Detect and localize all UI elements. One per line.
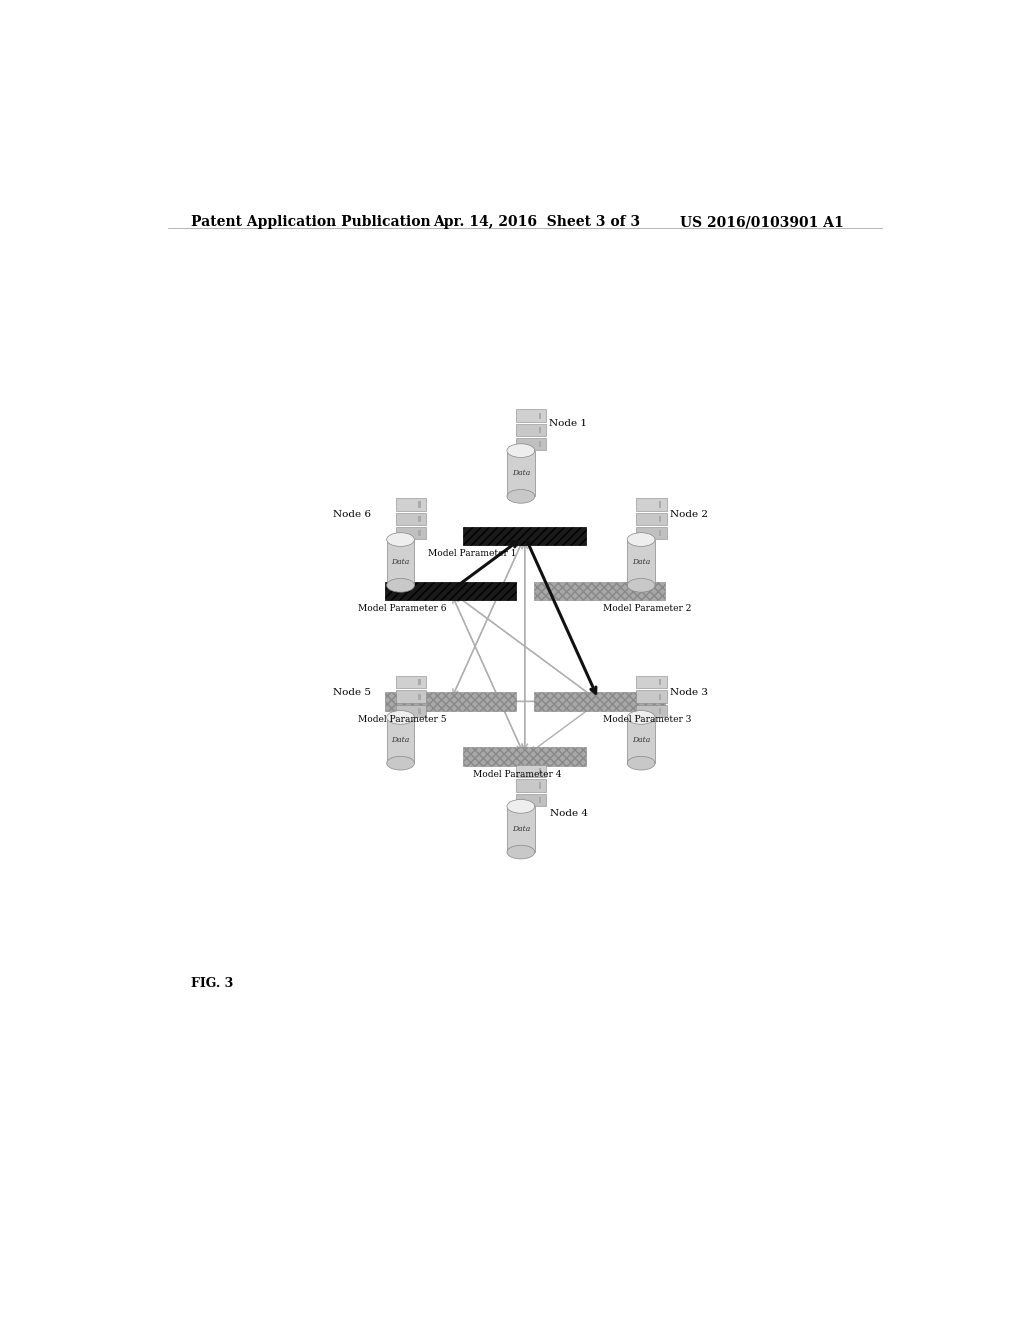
Bar bbox=[534, 692, 665, 710]
Ellipse shape bbox=[628, 533, 655, 546]
Ellipse shape bbox=[507, 490, 535, 503]
Bar bbox=[539, 768, 541, 775]
Bar bbox=[539, 441, 541, 447]
Bar bbox=[659, 529, 662, 536]
Text: Data: Data bbox=[632, 558, 650, 566]
Bar bbox=[539, 413, 541, 418]
Text: Node 5: Node 5 bbox=[333, 688, 371, 697]
Bar bbox=[636, 527, 667, 539]
Text: Node 3: Node 3 bbox=[671, 688, 709, 697]
Bar bbox=[636, 499, 667, 511]
Bar bbox=[539, 797, 541, 803]
Bar bbox=[659, 502, 662, 507]
Bar bbox=[385, 582, 516, 601]
Text: FIG. 3: FIG. 3 bbox=[191, 977, 233, 990]
Text: Model Parameter 3: Model Parameter 3 bbox=[603, 714, 692, 723]
Text: Data: Data bbox=[391, 558, 410, 566]
Text: Patent Application Publication: Patent Application Publication bbox=[191, 215, 431, 230]
Text: Model Parameter 5: Model Parameter 5 bbox=[357, 714, 446, 723]
Ellipse shape bbox=[387, 578, 415, 593]
Bar bbox=[387, 540, 415, 585]
Bar bbox=[507, 450, 535, 496]
Bar bbox=[419, 680, 421, 685]
Text: Node 1: Node 1 bbox=[549, 418, 587, 428]
Bar bbox=[516, 424, 546, 436]
Bar bbox=[419, 502, 421, 507]
Bar bbox=[396, 499, 426, 511]
Bar bbox=[396, 512, 426, 525]
Bar bbox=[628, 718, 655, 763]
Bar bbox=[396, 527, 426, 539]
Text: Node 6: Node 6 bbox=[333, 510, 371, 519]
Bar bbox=[516, 766, 546, 777]
Bar bbox=[396, 705, 426, 717]
Ellipse shape bbox=[387, 710, 415, 725]
Text: Data: Data bbox=[512, 470, 530, 478]
Bar bbox=[659, 708, 662, 714]
Text: Apr. 14, 2016  Sheet 3 of 3: Apr. 14, 2016 Sheet 3 of 3 bbox=[433, 215, 641, 230]
Text: Model Parameter 1: Model Parameter 1 bbox=[428, 549, 517, 558]
Bar bbox=[463, 747, 587, 766]
Bar bbox=[516, 409, 546, 421]
Ellipse shape bbox=[507, 845, 535, 859]
Bar bbox=[396, 690, 426, 702]
Ellipse shape bbox=[628, 578, 655, 593]
Bar bbox=[539, 783, 541, 788]
Bar bbox=[419, 516, 421, 521]
Bar bbox=[419, 529, 421, 536]
Bar bbox=[419, 693, 421, 700]
Bar bbox=[516, 438, 546, 450]
Bar bbox=[419, 708, 421, 714]
Ellipse shape bbox=[387, 756, 415, 770]
Text: Data: Data bbox=[632, 737, 650, 744]
Bar bbox=[636, 676, 667, 689]
Ellipse shape bbox=[387, 533, 415, 546]
Text: Model Parameter 4: Model Parameter 4 bbox=[473, 770, 561, 779]
Bar bbox=[463, 527, 587, 545]
Bar bbox=[636, 705, 667, 717]
Bar bbox=[539, 426, 541, 433]
Bar bbox=[636, 690, 667, 702]
Bar bbox=[516, 793, 546, 805]
Ellipse shape bbox=[628, 756, 655, 770]
Text: Model Parameter 6: Model Parameter 6 bbox=[357, 605, 446, 614]
Bar bbox=[659, 693, 662, 700]
Text: Model Parameter 2: Model Parameter 2 bbox=[603, 605, 692, 614]
Bar bbox=[385, 692, 516, 710]
Text: Node 2: Node 2 bbox=[671, 510, 709, 519]
Ellipse shape bbox=[507, 800, 535, 813]
Text: Node 4: Node 4 bbox=[550, 809, 588, 818]
Bar bbox=[659, 516, 662, 521]
Bar bbox=[534, 582, 665, 601]
Ellipse shape bbox=[628, 710, 655, 725]
Bar bbox=[516, 779, 546, 792]
Bar bbox=[507, 807, 535, 853]
Text: Data: Data bbox=[512, 825, 530, 833]
Bar bbox=[659, 680, 662, 685]
Text: Data: Data bbox=[391, 737, 410, 744]
Text: US 2016/0103901 A1: US 2016/0103901 A1 bbox=[680, 215, 844, 230]
Bar bbox=[628, 540, 655, 585]
Bar bbox=[396, 676, 426, 689]
Bar bbox=[636, 512, 667, 525]
Ellipse shape bbox=[507, 444, 535, 458]
Bar bbox=[387, 718, 415, 763]
